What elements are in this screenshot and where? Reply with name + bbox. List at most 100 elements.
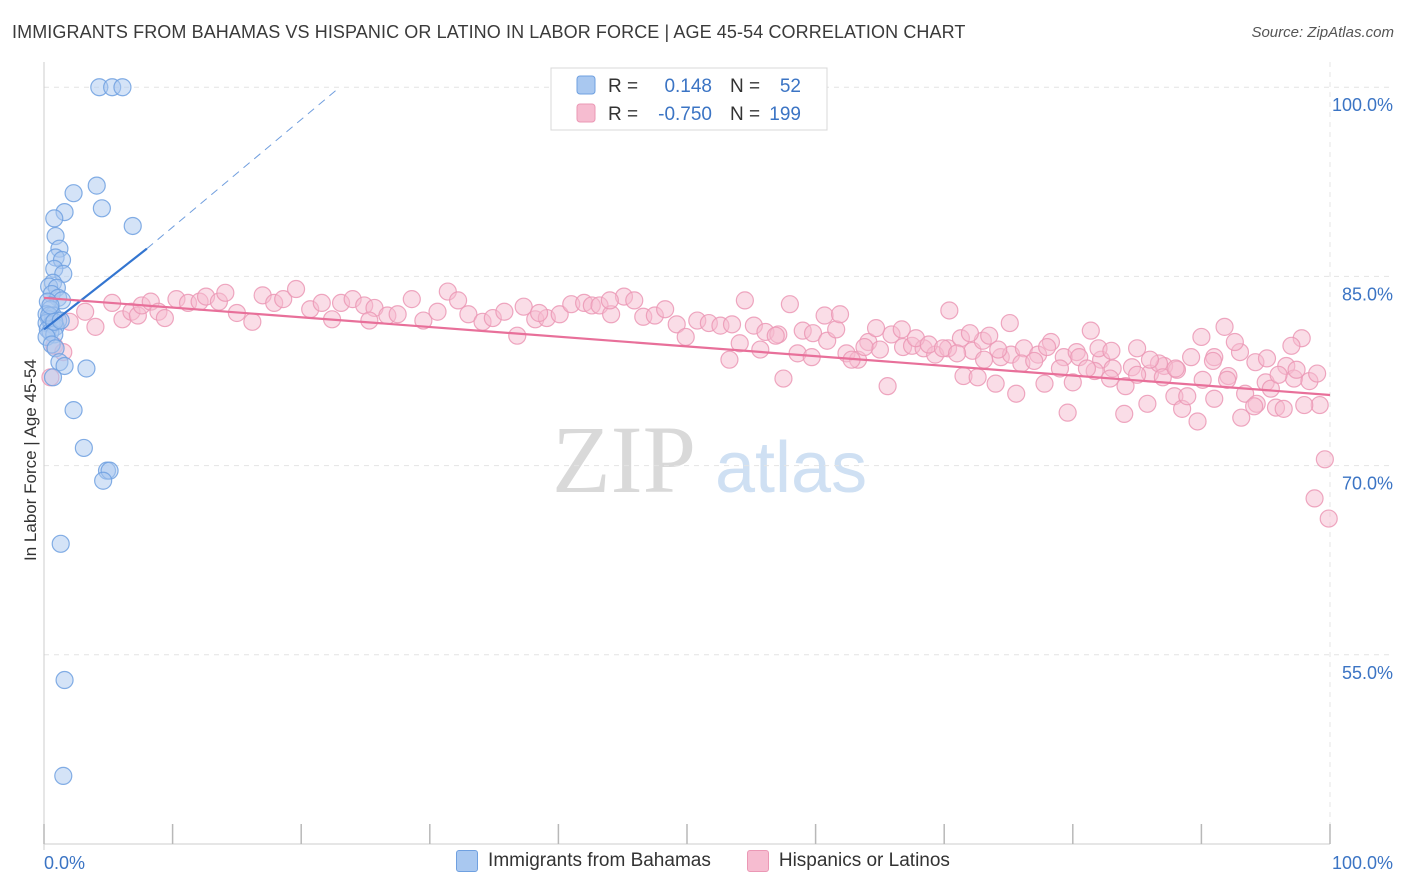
point-bahamas: [64, 184, 83, 203]
legend-r-value: -0.750: [658, 104, 712, 125]
point-hispanic: [514, 297, 533, 316]
point-hispanic: [402, 290, 421, 309]
point-bahamas: [43, 368, 63, 387]
y-tick-label: 85.0%: [1342, 284, 1393, 304]
legend-swatch-blue: [456, 850, 479, 872]
point-hispanic: [1315, 450, 1334, 469]
point-hispanic: [1319, 509, 1338, 528]
point-hispanic: [495, 302, 514, 321]
y-tick-label: 70.0%: [1342, 474, 1393, 494]
point-hispanic: [1205, 389, 1224, 408]
point-hispanic: [989, 340, 1008, 359]
point-hispanic: [980, 326, 999, 345]
point-hispanic: [947, 344, 967, 363]
point-bahamas: [55, 356, 74, 376]
point-hispanic: [968, 368, 987, 387]
point-hispanic: [459, 305, 478, 324]
point-hispanic: [676, 327, 695, 347]
point-hispanic: [286, 279, 306, 299]
point-hispanic: [1037, 337, 1057, 357]
point-hispanic: [388, 305, 407, 324]
legend-label-bahamas: Immigrants from Bahamas: [488, 850, 711, 871]
legend-item-bahamas: Immigrants from Bahamas: [456, 850, 711, 872]
point-bahamas: [74, 438, 93, 458]
point-hispanic: [1116, 377, 1135, 396]
tick-labels: 100.0% 85.0% 70.0% 55.0% 0.0% 100.0%: [44, 95, 1393, 873]
point-hispanic: [1127, 339, 1147, 358]
series-legend: Immigrants from Bahamas Hispanics or Lat…: [0, 850, 1406, 872]
point-hispanic: [1261, 379, 1280, 398]
point-hispanic: [1192, 327, 1211, 347]
point-hispanic: [1077, 359, 1097, 378]
point-hispanic: [722, 315, 742, 334]
point-bahamas: [87, 176, 106, 195]
point-hispanic: [448, 291, 468, 310]
axes: [43, 62, 1331, 850]
point-hispanic: [1081, 321, 1100, 340]
legend-label-hispanic: Hispanics or Latinos: [778, 850, 950, 871]
legend-swatch-pink: [576, 103, 596, 123]
point-hispanic: [1166, 359, 1185, 378]
x-tick-label: 0.0%: [44, 853, 85, 873]
point-hispanic: [1138, 394, 1157, 413]
point-hispanic: [1182, 348, 1201, 367]
point-hispanic: [1000, 313, 1019, 333]
point-hispanic: [1245, 397, 1264, 416]
point-hispanic: [827, 320, 846, 339]
legend-r-value: 0.148: [664, 76, 712, 97]
point-hispanic: [428, 302, 447, 321]
point-hispanic: [986, 374, 1005, 393]
point-hispanic: [274, 290, 293, 309]
point-hispanic: [76, 302, 95, 321]
point-bahamas: [77, 359, 96, 378]
point-hispanic: [766, 326, 785, 345]
point-bahamas: [54, 766, 73, 785]
point-hispanic: [312, 293, 331, 313]
legend-item-hispanic: Hispanics or Latinos: [746, 850, 950, 872]
point-hispanic: [870, 340, 890, 359]
point-hispanic: [216, 283, 235, 302]
y-tick-label: 100.0%: [1332, 95, 1393, 115]
y-tick-label: 55.0%: [1342, 663, 1393, 683]
point-hispanic: [1058, 403, 1077, 422]
point-hispanic: [1115, 404, 1134, 423]
point-hispanic: [892, 320, 911, 339]
source-label: Source: ZipAtlas.com: [1251, 24, 1394, 41]
x-tick-label: 100.0%: [1332, 853, 1393, 873]
watermark: ZIP atlas: [552, 406, 867, 513]
point-bahamas: [94, 471, 113, 490]
trend-line-bahamas-projection: [146, 86, 341, 250]
point-hispanic: [1102, 341, 1121, 360]
point-hispanic: [1310, 395, 1329, 415]
point-hispanic: [600, 291, 619, 310]
point-hispanic: [780, 295, 799, 314]
y-axis-label: In Labor Force | Age 45-54: [21, 359, 40, 561]
watermark-zip: ZIP: [552, 406, 696, 513]
point-hispanic: [1295, 395, 1314, 415]
point-bahamas: [45, 209, 64, 228]
point-hispanic: [550, 305, 569, 324]
point-bahamas: [41, 296, 60, 315]
watermark-atlas: atlas: [715, 428, 867, 508]
legend-r-label: R =: [608, 104, 638, 125]
point-bahamas: [113, 78, 132, 97]
point-hispanic: [960, 324, 980, 343]
point-hispanic: [625, 291, 644, 310]
point-hispanic: [1269, 365, 1288, 384]
point-bahamas: [51, 534, 70, 553]
legend-r-label: R =: [608, 76, 638, 97]
trend-lines: [43, 86, 1331, 397]
legend-n-value: 52: [780, 76, 801, 97]
point-hispanic: [1218, 370, 1237, 389]
legend-swatch-pink: [746, 850, 769, 872]
point-hispanic: [751, 340, 770, 359]
data-points: [37, 78, 1338, 785]
point-hispanic: [866, 319, 886, 338]
point-hispanic: [815, 306, 834, 325]
point-hispanic: [830, 305, 850, 324]
legend-swatch-blue: [576, 75, 596, 95]
point-hispanic: [1188, 412, 1207, 431]
legend-box: R = 0.148 N = 52 R = -0.750 N = 199: [550, 67, 828, 131]
point-hispanic: [1225, 332, 1244, 352]
